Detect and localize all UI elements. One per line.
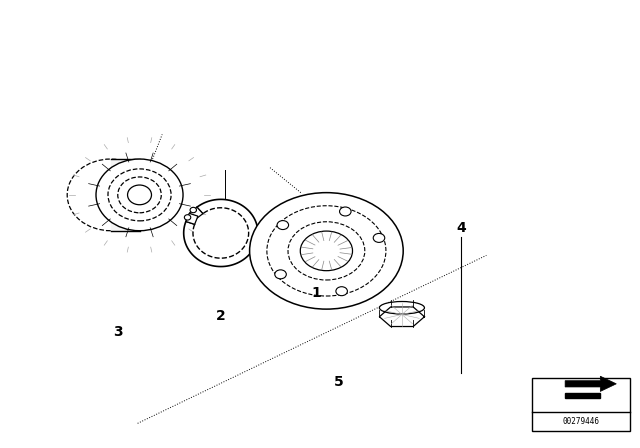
Ellipse shape (275, 270, 286, 279)
Polygon shape (111, 159, 140, 231)
Polygon shape (186, 213, 198, 224)
Ellipse shape (96, 159, 183, 231)
Text: 2: 2 (216, 309, 226, 323)
Ellipse shape (250, 193, 403, 309)
Ellipse shape (336, 287, 348, 296)
Ellipse shape (340, 207, 351, 216)
Bar (532, 378, 630, 431)
Text: 4: 4 (456, 221, 466, 236)
Ellipse shape (277, 220, 289, 229)
Ellipse shape (190, 207, 196, 213)
Polygon shape (565, 393, 600, 398)
Polygon shape (565, 376, 616, 392)
Text: 5: 5 (334, 375, 344, 389)
Text: 00279446: 00279446 (563, 417, 600, 426)
Ellipse shape (380, 302, 424, 314)
Ellipse shape (300, 231, 353, 271)
Ellipse shape (373, 233, 385, 242)
Ellipse shape (252, 225, 318, 277)
Ellipse shape (67, 159, 154, 231)
Ellipse shape (127, 185, 152, 205)
Text: 1: 1 (312, 286, 322, 301)
Text: 3: 3 (113, 324, 124, 339)
Polygon shape (380, 307, 424, 327)
Ellipse shape (118, 177, 161, 213)
Polygon shape (285, 225, 326, 277)
Ellipse shape (108, 169, 171, 221)
Polygon shape (189, 207, 203, 219)
Ellipse shape (184, 215, 191, 220)
